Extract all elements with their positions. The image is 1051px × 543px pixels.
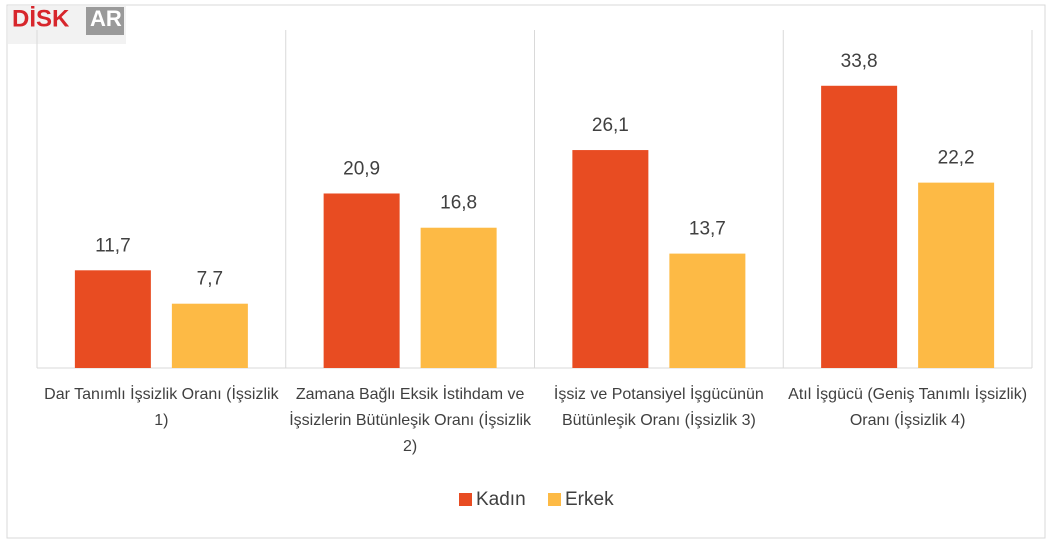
bar: [572, 150, 649, 368]
x-tick-label: Zamana Bağlı Eksik İstihdam ve İşsizleri…: [289, 386, 532, 455]
bar: [323, 193, 400, 368]
logo-box: [86, 7, 124, 35]
bar: [669, 253, 746, 368]
legend-swatch: [459, 493, 472, 506]
data-label: 22,2: [938, 148, 975, 169]
logo-text: DİSK: [12, 5, 70, 32]
bar: [74, 270, 151, 368]
x-tick-label: İşsiz ve Potansiyel İşgücünün Bütünleşik…: [553, 386, 764, 429]
data-label: 16,8: [440, 193, 477, 214]
legend-label: Kadın: [476, 489, 526, 510]
data-label: 13,7: [689, 219, 726, 240]
bar: [171, 303, 248, 368]
logo-text: AR: [90, 6, 122, 31]
data-label: 7,7: [197, 269, 223, 290]
bar: [821, 85, 898, 369]
data-label: 33,8: [841, 51, 878, 72]
legend-label: Erkek: [565, 489, 614, 510]
data-label: 20,9: [343, 159, 380, 180]
x-tick-label: Dar Tanımlı İşsizlik Oranı (İşsizlik 1): [44, 386, 279, 429]
bar: [918, 182, 995, 368]
bar: [420, 227, 497, 368]
data-label: 26,1: [592, 115, 629, 136]
chart-border: [6, 4, 1046, 539]
x-tick-label: Atıl İşgücü (Geniş Tanımlı İşsizlik) Ora…: [788, 386, 1028, 429]
data-label: 11,7: [95, 235, 131, 256]
legend-swatch: [548, 493, 561, 506]
